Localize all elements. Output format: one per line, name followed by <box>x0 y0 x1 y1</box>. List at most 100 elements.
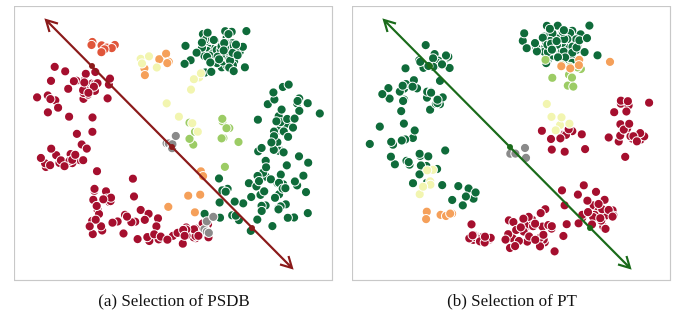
data-point <box>252 114 263 125</box>
data-point <box>53 102 64 113</box>
arrow-marker-dot <box>89 63 95 69</box>
data-point <box>538 229 549 240</box>
data-point <box>457 200 468 211</box>
data-point <box>467 230 478 241</box>
data-point <box>221 123 232 134</box>
data-point <box>161 98 172 109</box>
data-point <box>261 162 272 173</box>
data-point <box>620 151 631 162</box>
data-point <box>460 191 472 202</box>
data-point <box>521 43 532 54</box>
data-point <box>90 66 101 78</box>
data-point <box>136 58 148 69</box>
data-point <box>445 208 456 219</box>
data-point <box>143 51 155 62</box>
data-point <box>282 212 293 223</box>
data-point <box>179 230 190 241</box>
data-point <box>582 207 594 218</box>
data-point <box>549 246 560 257</box>
data-point <box>568 81 579 92</box>
data-point <box>107 217 118 228</box>
data-point <box>564 118 575 129</box>
data-point <box>91 200 102 212</box>
data-point <box>593 198 604 210</box>
data-point <box>252 214 263 225</box>
data-point <box>436 59 448 70</box>
data-point <box>590 186 602 197</box>
data-point <box>531 46 542 57</box>
data-point <box>519 142 531 154</box>
data-point <box>192 126 203 137</box>
data-point <box>205 57 216 68</box>
data-point <box>87 112 98 123</box>
arrow-marker-dot <box>427 63 433 69</box>
data-point <box>287 122 299 133</box>
data-point <box>398 95 409 107</box>
data-point <box>71 128 83 140</box>
data-point <box>561 219 572 230</box>
data-point <box>232 50 243 61</box>
arrow-marker-dot <box>169 144 175 150</box>
data-point <box>500 234 511 245</box>
data-point <box>70 149 81 160</box>
data-point <box>246 191 257 203</box>
data-point <box>558 25 569 36</box>
data-point <box>383 83 394 94</box>
data-point <box>421 214 432 225</box>
data-point <box>536 125 547 136</box>
data-point <box>223 29 234 40</box>
data-point <box>607 211 618 222</box>
data-point <box>518 213 529 224</box>
data-point <box>281 160 292 171</box>
data-point <box>544 23 555 34</box>
data-point <box>84 221 95 232</box>
data-point <box>179 58 190 70</box>
data-point <box>555 133 566 144</box>
data-point <box>170 130 181 142</box>
data-point <box>423 151 434 162</box>
data-point <box>595 213 606 224</box>
caption-a: (a) Selection of PSDB <box>98 291 250 310</box>
data-point <box>298 170 309 181</box>
data-point <box>217 113 228 125</box>
data-point <box>535 208 546 219</box>
data-point <box>184 133 195 144</box>
data-point <box>214 197 225 208</box>
data-point <box>81 143 92 154</box>
data-point <box>80 68 91 79</box>
data-point <box>102 93 113 104</box>
data-point <box>229 196 240 207</box>
data-point <box>453 181 464 192</box>
data-point <box>78 155 89 166</box>
arrow-head-start <box>44 18 59 33</box>
data-point <box>86 39 97 51</box>
data-point <box>293 151 305 162</box>
data-point <box>466 219 477 230</box>
data-point <box>162 58 173 69</box>
data-point <box>64 111 75 122</box>
data-point <box>87 126 98 137</box>
data-point <box>294 105 305 117</box>
data-point <box>470 187 481 198</box>
data-point <box>422 165 433 176</box>
data-point <box>267 221 278 232</box>
points-a <box>32 26 325 249</box>
data-point <box>558 230 569 242</box>
data-point <box>546 144 557 155</box>
data-point <box>163 201 174 212</box>
data-point <box>581 32 593 44</box>
data-point <box>409 125 420 136</box>
data-point <box>545 133 557 145</box>
data-point <box>198 171 209 182</box>
data-point <box>239 62 250 73</box>
data-point <box>191 47 202 58</box>
data-point <box>573 218 584 229</box>
data-point <box>530 218 541 229</box>
data-point <box>266 137 277 148</box>
data-point <box>96 221 107 232</box>
data-point <box>273 204 284 215</box>
points-b <box>364 20 655 257</box>
data-point <box>89 183 100 194</box>
data-point <box>206 66 217 78</box>
